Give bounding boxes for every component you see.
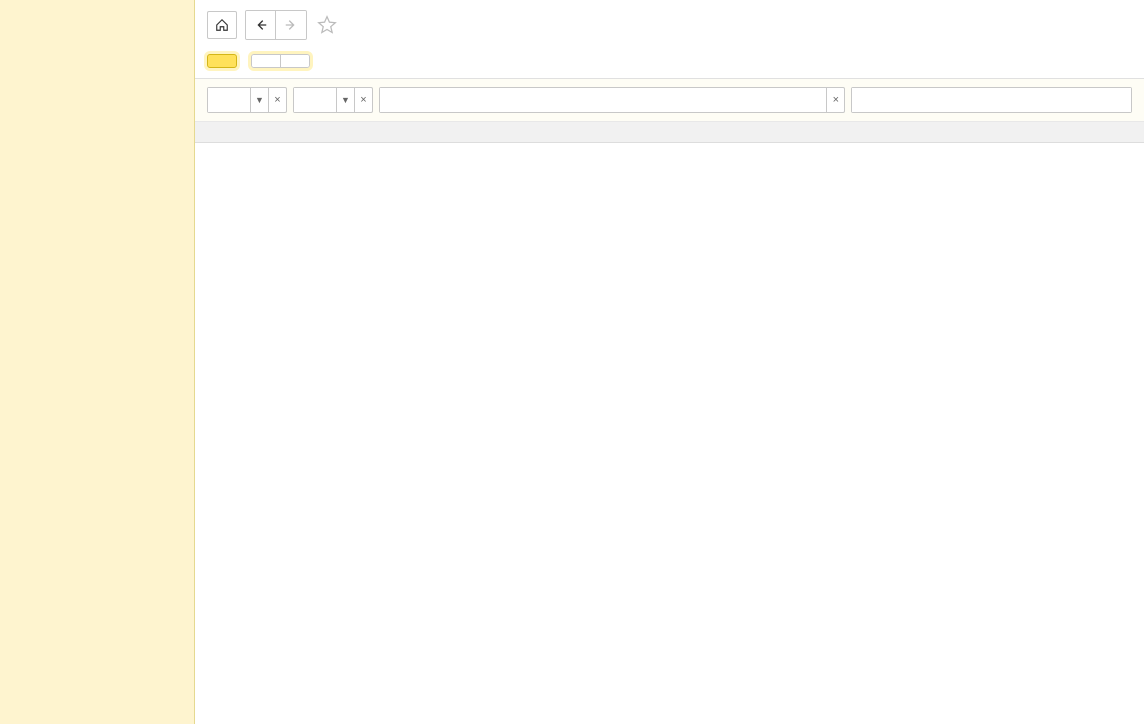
- seg-recent-operations[interactable]: [280, 55, 309, 67]
- th-dt[interactable]: [195, 122, 305, 142]
- th-doc[interactable]: [934, 122, 1144, 142]
- table-header: [195, 122, 1144, 143]
- filter-dt-clear[interactable]: ×: [268, 88, 286, 112]
- back-button[interactable]: [246, 11, 276, 39]
- filter-doc-group: [851, 87, 1132, 113]
- seg-all-operations[interactable]: [252, 55, 280, 67]
- filter-row: ▼ × ▼ × ×: [195, 79, 1144, 122]
- main-area: ▼ × ▼ × ×: [195, 0, 1144, 724]
- filter-doc-input[interactable]: [852, 88, 1131, 112]
- filter-dt-group: ▼ ×: [207, 87, 287, 113]
- action-row: [195, 54, 1144, 79]
- home-button[interactable]: [207, 11, 237, 39]
- favorite-button[interactable]: [315, 13, 339, 37]
- th-kt[interactable]: [305, 122, 420, 142]
- forward-button[interactable]: [276, 11, 306, 39]
- toolbar: [195, 0, 1144, 54]
- filter-desc-clear[interactable]: ×: [826, 88, 844, 112]
- filter-desc-group: ×: [379, 87, 845, 113]
- filter-kt-clear[interactable]: ×: [354, 88, 372, 112]
- filter-kt-group: ▼ ×: [293, 87, 373, 113]
- filter-kt-dropdown[interactable]: ▼: [336, 88, 354, 112]
- sidebar: [0, 0, 195, 724]
- nav-group: [245, 10, 307, 40]
- app-window: ▼ × ▼ × ×: [0, 0, 1144, 724]
- arrow-right-icon: [284, 18, 298, 32]
- star-icon: [317, 15, 337, 35]
- table: [195, 122, 1144, 724]
- home-icon: [215, 18, 229, 32]
- segment-group: [251, 54, 310, 68]
- arrow-left-icon: [254, 18, 268, 32]
- enter-operation-button[interactable]: [207, 54, 237, 68]
- filter-desc-input[interactable]: [380, 88, 826, 112]
- filter-kt-input[interactable]: [294, 88, 336, 112]
- th-desc[interactable]: [420, 122, 934, 142]
- filter-dt-dropdown[interactable]: ▼: [250, 88, 268, 112]
- filter-dt-input[interactable]: [208, 88, 250, 112]
